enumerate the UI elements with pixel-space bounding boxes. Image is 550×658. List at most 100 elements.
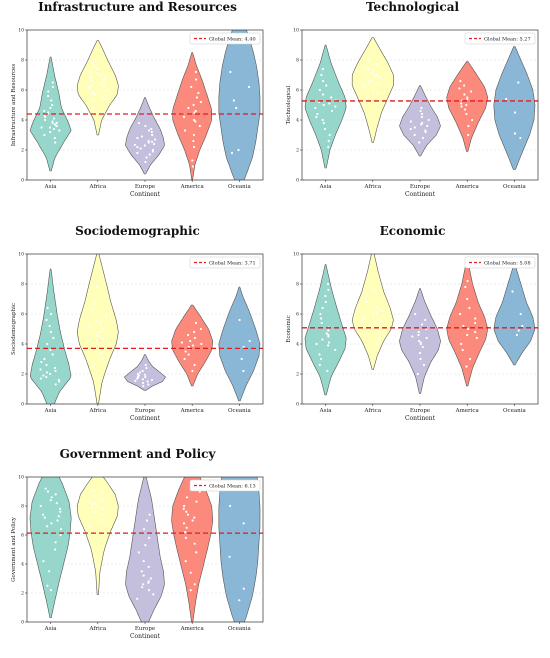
data-point bbox=[185, 496, 189, 499]
data-point bbox=[321, 118, 324, 122]
data-point bbox=[328, 102, 331, 105]
data-point bbox=[90, 533, 94, 537]
data-point bbox=[55, 121, 58, 125]
data-point bbox=[138, 371, 142, 374]
data-point bbox=[327, 341, 331, 344]
violin-africa bbox=[351, 254, 394, 370]
chart-title: Government and Policy bbox=[59, 447, 216, 461]
data-point bbox=[373, 288, 376, 292]
y-tick-label: 4 bbox=[296, 118, 299, 124]
chart-title: Economic bbox=[379, 224, 446, 238]
data-point bbox=[182, 507, 185, 510]
x-tick-label: Europe bbox=[135, 184, 155, 190]
data-point bbox=[45, 318, 48, 322]
data-point bbox=[147, 129, 151, 132]
data-point bbox=[102, 81, 105, 84]
data-point bbox=[466, 279, 469, 283]
data-point bbox=[381, 309, 384, 313]
y-tick-label: 6 bbox=[296, 88, 299, 94]
x-tick-label: Asia bbox=[44, 184, 58, 190]
legend-label: Global Mean: 5.27 bbox=[484, 36, 531, 42]
data-point bbox=[154, 138, 157, 141]
data-point bbox=[371, 69, 375, 72]
data-point bbox=[326, 369, 329, 373]
data-point bbox=[102, 294, 105, 298]
x-tick-label: Africa bbox=[363, 408, 381, 414]
data-point bbox=[53, 123, 57, 126]
data-point bbox=[229, 70, 232, 74]
data-point bbox=[52, 117, 56, 120]
data-point bbox=[89, 87, 92, 90]
violin-oceania bbox=[218, 286, 261, 402]
data-point bbox=[318, 88, 321, 92]
data-point bbox=[51, 85, 55, 89]
data-point bbox=[414, 312, 417, 316]
data-point bbox=[327, 145, 330, 149]
data-point bbox=[143, 373, 147, 376]
data-point bbox=[44, 118, 47, 122]
data-point bbox=[49, 106, 52, 110]
data-point bbox=[95, 285, 98, 289]
data-point bbox=[183, 357, 186, 361]
data-point bbox=[316, 112, 319, 116]
data-point bbox=[89, 525, 92, 528]
violins-group bbox=[304, 254, 536, 396]
data-point bbox=[47, 94, 50, 98]
data-point bbox=[49, 589, 53, 592]
data-point bbox=[49, 372, 52, 376]
data-point bbox=[322, 121, 325, 125]
data-point bbox=[365, 66, 368, 69]
violin-america bbox=[171, 477, 214, 622]
data-point bbox=[366, 96, 369, 99]
x-tick-label: Oceania bbox=[503, 408, 526, 414]
data-point bbox=[420, 106, 423, 110]
data-point bbox=[103, 78, 106, 81]
data-point bbox=[228, 555, 231, 558]
data-point bbox=[463, 84, 466, 87]
data-point bbox=[195, 500, 198, 503]
data-point bbox=[142, 560, 145, 563]
data-point bbox=[52, 127, 56, 131]
data-point bbox=[238, 599, 241, 602]
data-point bbox=[458, 87, 461, 90]
data-point bbox=[57, 378, 61, 382]
y-axis-label: Government and Policy bbox=[11, 516, 17, 582]
data-point bbox=[420, 115, 423, 119]
data-point bbox=[145, 156, 148, 159]
data-point bbox=[424, 129, 427, 132]
data-point bbox=[327, 139, 330, 143]
data-point bbox=[94, 58, 97, 62]
y-tick-label: 10 bbox=[293, 28, 299, 34]
data-point bbox=[416, 372, 419, 376]
data-point bbox=[137, 121, 140, 125]
data-point bbox=[189, 589, 192, 592]
data-point bbox=[420, 323, 424, 326]
data-point bbox=[193, 145, 196, 149]
data-point bbox=[180, 341, 183, 344]
data-point bbox=[186, 513, 190, 516]
data-point bbox=[193, 363, 196, 367]
legend-box bbox=[464, 256, 536, 269]
chart-panel-economic: Economic 0 2 4 6 8 10 Asia Africa Europe America O… bbox=[275, 224, 550, 440]
data-point bbox=[50, 522, 53, 525]
data-point bbox=[367, 58, 370, 62]
data-point bbox=[413, 133, 416, 137]
y-tick-label: 2 bbox=[21, 591, 24, 597]
legend-box bbox=[189, 479, 261, 492]
data-point bbox=[464, 108, 467, 111]
data-point bbox=[325, 84, 328, 87]
data-point bbox=[140, 135, 143, 138]
violin-plot: 0 2 4 6 8 10 Asia Africa Europe America Oceania Con… bbox=[11, 28, 264, 198]
chart-panel-technological: Technological 0 2 4 6 8 10 Asia Africa Europe Ame… bbox=[275, 0, 550, 216]
data-point bbox=[142, 384, 145, 388]
data-point bbox=[42, 374, 45, 377]
data-point bbox=[321, 67, 324, 71]
x-tick-label: Asia bbox=[319, 408, 333, 414]
data-point bbox=[466, 97, 469, 101]
y-tick-label: 6 bbox=[21, 533, 24, 539]
data-point bbox=[459, 79, 462, 83]
data-point bbox=[318, 353, 321, 356]
violin-asia bbox=[29, 56, 72, 172]
data-point bbox=[147, 565, 150, 568]
data-point bbox=[54, 493, 57, 496]
